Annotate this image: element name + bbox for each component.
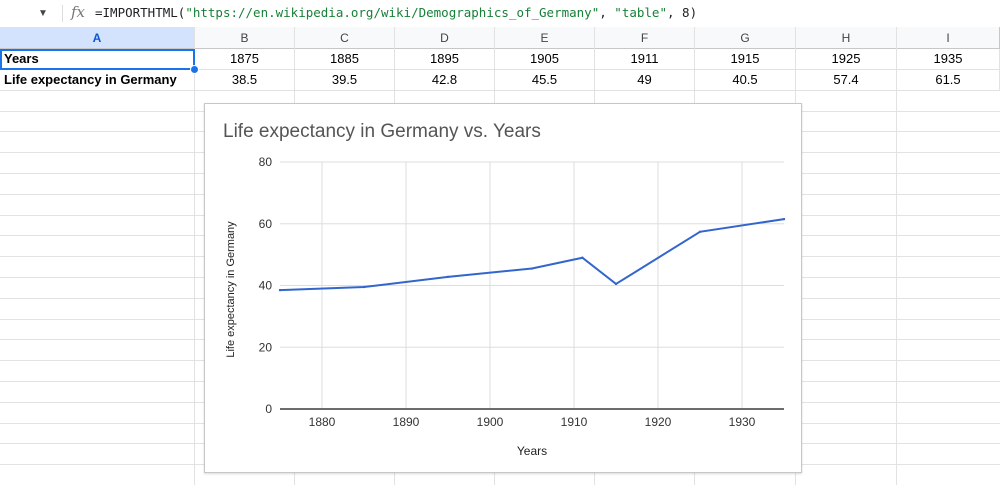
cell-g1[interactable]: 1915	[695, 49, 796, 70]
data-point	[278, 288, 282, 292]
x-tick-label: 1900	[477, 415, 504, 429]
formula-divider	[62, 5, 63, 22]
x-tick-label: 1930	[729, 415, 756, 429]
cell-c1[interactable]: 1885	[295, 49, 395, 70]
x-axis-label: Years	[517, 444, 547, 458]
cell-h2[interactable]: 57.4	[796, 70, 897, 91]
formula-type-arg: "table"	[614, 5, 667, 20]
chart-title: Life expectancy in Germany vs. Years	[223, 121, 541, 142]
cell-a2[interactable]: Life expectancy in Germany	[0, 70, 195, 91]
column-gridline	[194, 27, 195, 485]
cell-g2[interactable]: 40.5	[695, 70, 796, 91]
formula-separator: ,	[599, 5, 615, 20]
column-header-h[interactable]: H	[796, 27, 897, 49]
formula-bar: ▼ fx =IMPORTHTML("https://en.wikipedia.o…	[0, 0, 1000, 28]
column-header-i[interactable]: I	[897, 27, 1000, 49]
cell-c2[interactable]: 39.5	[295, 70, 395, 91]
x-tick-label: 1910	[561, 415, 588, 429]
data-point	[581, 256, 584, 259]
data-point	[782, 217, 786, 221]
y-tick-label: 40	[259, 279, 273, 293]
cell-b1[interactable]: 1875	[195, 49, 295, 70]
column-header-d[interactable]: D	[395, 27, 495, 49]
name-box-dropdown-icon[interactable]: ▼	[38, 8, 48, 19]
line-chart[interactable]: Life expectancy in Germany vs. Years 0 20…	[204, 103, 802, 473]
formula-prefix: =IMPORTHTML(	[95, 5, 186, 20]
column-header-a[interactable]: A	[0, 27, 195, 49]
data-point	[530, 267, 534, 270]
column-header-c[interactable]: C	[295, 27, 395, 49]
formula-close: )	[689, 5, 698, 20]
data-point	[614, 282, 618, 286]
column-header-b[interactable]: B	[195, 27, 295, 49]
formula-input[interactable]: =IMPORTHTML("https://en.wikipedia.org/wi…	[95, 5, 697, 20]
column-gridline	[896, 27, 897, 485]
cell-f1[interactable]: 1911	[595, 49, 695, 70]
column-header-f[interactable]: F	[595, 27, 695, 49]
x-tick-label: 1880	[309, 415, 336, 429]
fx-icon: fx	[71, 3, 86, 21]
formula-index-arg: 8	[682, 5, 690, 20]
formula-url-arg: "https://en.wikipedia.org/wiki/Demograph…	[185, 5, 600, 20]
data-point	[362, 285, 366, 289]
y-axis-label: Life expectancy in Germany	[225, 221, 237, 358]
cell-f2[interactable]: 49	[595, 70, 695, 91]
cell-h1[interactable]: 1925	[796, 49, 897, 70]
cell-i1[interactable]: 1935	[897, 49, 1000, 70]
chart-plot: 0 20 40 60 80 1880 1890 1900 1910 1920 1930 Years Li…	[225, 155, 786, 458]
column-header-g[interactable]: G	[695, 27, 796, 49]
data-point	[698, 230, 702, 233]
y-tick-label: 80	[259, 155, 273, 169]
x-tick-label: 1920	[645, 415, 672, 429]
column-header-e[interactable]: E	[495, 27, 595, 49]
fill-handle[interactable]	[190, 65, 199, 74]
series-line	[279, 218, 785, 292]
cell-e1[interactable]: 1905	[495, 49, 595, 70]
cell-i2[interactable]: 61.5	[897, 70, 1000, 91]
cell-d2[interactable]: 42.8	[395, 70, 495, 91]
cell-a1[interactable]: Years	[0, 49, 195, 70]
y-tick-label: 60	[259, 217, 273, 231]
cell-b2[interactable]: 38.5	[195, 70, 295, 91]
cell-e2[interactable]: 45.5	[495, 70, 595, 91]
cell-d1[interactable]: 1895	[395, 49, 495, 70]
y-tick-label: 0	[265, 402, 272, 416]
formula-separator: ,	[666, 5, 683, 20]
x-tick-label: 1890	[393, 415, 420, 429]
y-tick-label: 20	[259, 340, 273, 354]
data-point	[446, 275, 450, 279]
